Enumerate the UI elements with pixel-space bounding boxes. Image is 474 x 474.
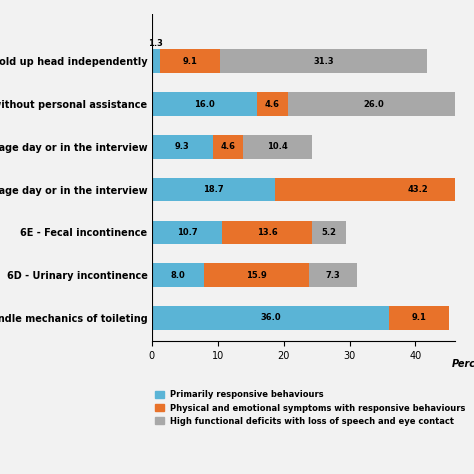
Text: 9.1: 9.1	[183, 57, 198, 66]
Text: 36.0: 36.0	[260, 313, 281, 322]
Legend: Primarily responsive behaviours, Physical and emotional symptoms with responsive: Primarily responsive behaviours, Physica…	[153, 388, 468, 428]
Text: 7.3: 7.3	[326, 271, 341, 280]
Bar	[243, 135, 312, 158]
Text: 5.2: 5.2	[321, 228, 337, 237]
Text: 26.0: 26.0	[363, 100, 383, 109]
Bar	[152, 306, 389, 329]
Bar	[213, 135, 243, 158]
Bar	[275, 178, 474, 201]
Bar	[220, 49, 427, 73]
Text: 4.6: 4.6	[221, 142, 236, 151]
Bar	[152, 178, 275, 201]
Bar	[152, 135, 213, 158]
Bar	[160, 49, 220, 73]
Bar	[152, 220, 222, 244]
Text: 10.4: 10.4	[267, 142, 288, 151]
Text: 13.6: 13.6	[257, 228, 277, 237]
Text: 31.3: 31.3	[313, 57, 334, 66]
Bar	[288, 92, 459, 116]
Text: 10.7: 10.7	[177, 228, 197, 237]
X-axis label: Perc: Perc	[452, 359, 474, 369]
Text: 43.2: 43.2	[407, 185, 428, 194]
Text: 16.0: 16.0	[194, 100, 215, 109]
Bar	[204, 263, 310, 287]
Bar	[257, 92, 288, 116]
Bar	[312, 220, 346, 244]
Text: 9.1: 9.1	[411, 313, 427, 322]
Bar	[152, 263, 204, 287]
Text: 15.9: 15.9	[246, 271, 267, 280]
Text: 4.6: 4.6	[265, 100, 280, 109]
Bar	[152, 92, 257, 116]
Text: 9.3: 9.3	[175, 142, 190, 151]
Bar	[389, 306, 449, 329]
Bar	[310, 263, 357, 287]
Text: 18.7: 18.7	[203, 185, 224, 194]
Text: 1.3: 1.3	[148, 39, 164, 48]
Bar	[152, 49, 160, 73]
Bar	[222, 220, 312, 244]
Text: 8.0: 8.0	[171, 271, 185, 280]
